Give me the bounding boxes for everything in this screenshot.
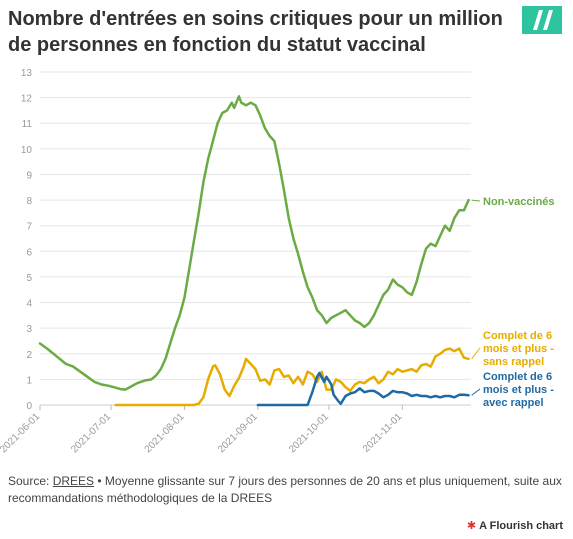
y-tick-label: 0	[26, 401, 32, 412]
brand-logo-icon	[522, 6, 562, 34]
x-tick-label: 2021-07-01	[69, 411, 113, 455]
x-tick-label: 2021-10-01	[287, 411, 331, 455]
source-link[interactable]: DREES	[52, 474, 95, 488]
x-tick-label: 2021-06-01	[0, 411, 42, 455]
y-tick-label: 12	[21, 94, 33, 105]
source-label: Source:	[8, 474, 50, 488]
series-label-connector	[471, 199, 481, 202]
flourish-logo-icon: ✱	[466, 520, 477, 532]
series-line-non_vaccines	[38, 95, 470, 391]
footnote: • Moyenne glissante sur 7 jours des pers…	[8, 474, 562, 505]
series-label-sans_rappel: Complet de 6	[483, 330, 552, 342]
x-axis: 2021-06-01 2021-07-01 2021-08-01 2021-09-01…	[0, 405, 405, 455]
series-label-non_vaccines: Non-vaccinés	[483, 196, 555, 208]
y-tick-label: 7	[26, 222, 32, 233]
series-lines	[38, 95, 470, 407]
y-tick-label: 5	[26, 273, 32, 284]
y-tick-label: 10	[21, 145, 33, 156]
chart-title: Nombre d'entrées en soins critiques pour…	[8, 8, 503, 56]
y-tick-label: 1	[26, 375, 32, 386]
chart-footer: Source: DREES • Moyenne glissante sur 7 …	[8, 473, 563, 507]
flourish-credit-link[interactable]: ✱ A Flourish chart	[467, 519, 563, 532]
series-label-avec_rappel: Complet de 6	[483, 371, 552, 383]
credit-label: A Flourish chart	[479, 520, 563, 532]
x-tick-label: 2021-09-01	[216, 411, 260, 455]
series-label-sans_rappel: mois et plus -	[483, 343, 554, 355]
series-line-sans_rappel	[114, 347, 470, 407]
y-tick-label: 6	[26, 247, 32, 258]
y-tick-label: 13	[21, 68, 33, 79]
y-tick-label: 2	[26, 350, 32, 361]
x-tick-label: 2021-11-01	[361, 411, 405, 455]
y-tick-label: 4	[26, 299, 32, 310]
gridlines	[40, 71, 471, 406]
y-tick-label: 8	[26, 196, 32, 207]
y-tick-label: 11	[22, 119, 33, 130]
y-tick-label: 9	[26, 170, 32, 181]
series-label-avec_rappel: mois et plus -	[483, 384, 554, 396]
series-label-connector	[471, 388, 481, 396]
series-label-sans_rappel: sans rappel	[483, 356, 544, 368]
y-tick-label: 3	[26, 324, 32, 335]
series-label-connector	[471, 347, 481, 360]
series-label-avec_rappel: avec rappel	[483, 397, 544, 409]
series-line-avec_rappel	[256, 371, 470, 407]
x-tick-label: 2021-08-01	[143, 411, 187, 455]
